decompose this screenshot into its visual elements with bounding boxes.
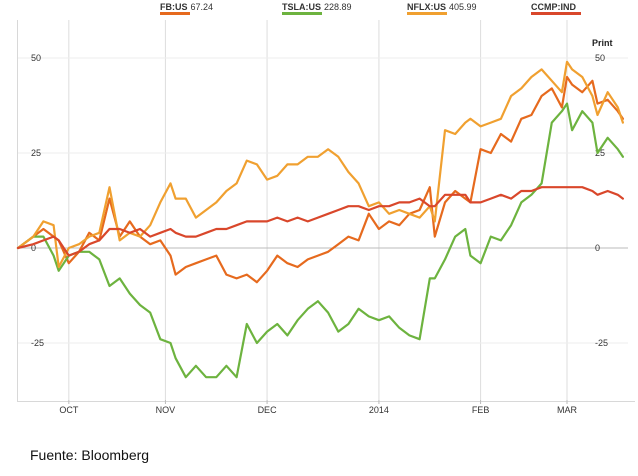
chart-frame [17,20,635,402]
y-tick-label-left: 25 [31,148,41,158]
print-button[interactable]: Print [592,38,613,48]
legend-value: 405.99 [449,2,477,12]
legend-value: 228.89 [324,2,352,12]
legend-value: 67.24 [190,2,214,12]
y-tick-label-right: 0 [595,243,600,253]
x-tick-label: DEC [258,405,278,415]
y-tick-label-left: 50 [31,53,41,63]
legend-symbol: FB:US [160,2,188,12]
legend-swatch-fb [160,12,190,15]
series-line-ccmp-ind [16,186,625,257]
series-line-fb-us [16,75,625,284]
legend-swatch-nflx [407,12,447,15]
legend-entry-ccmp[interactable]: CCMP:IND [531,2,579,12]
y-tick-label-right: 25 [595,148,605,158]
legend-swatch-tsla [282,12,322,15]
x-tick-label: NOV [156,405,176,415]
legend-symbol: NFLX:US [407,2,446,12]
chart-legend: FB:US 67.24 TSLA:US 228.89 NFLX:US 405.99 C… [0,0,638,20]
x-tick-label: OCT [59,405,79,415]
legend-entry-fb[interactable]: FB:US 67.24 [160,2,213,12]
legend-swatch-ccmp [531,12,581,15]
y-tick-label-left: 0 [31,243,36,253]
series-line-nflx-us [16,60,625,269]
series-line-tsla-us [16,102,625,379]
legend-symbol: CCMP:IND [531,2,576,12]
x-tick-label: 2014 [369,405,389,415]
x-tick-label: MAR [557,405,578,415]
x-tick-label: FEB [472,405,490,415]
y-tick-label-right: 50 [595,53,605,63]
legend-symbol: TSLA:US [282,2,321,12]
legend-entry-nflx[interactable]: NFLX:US 405.99 [407,2,477,12]
legend-entry-tsla[interactable]: TSLA:US 228.89 [282,2,352,12]
y-tick-label-left: -25 [31,338,44,348]
source-caption: Fuente: Bloomberg [30,447,150,463]
y-tick-label-right: -25 [595,338,608,348]
